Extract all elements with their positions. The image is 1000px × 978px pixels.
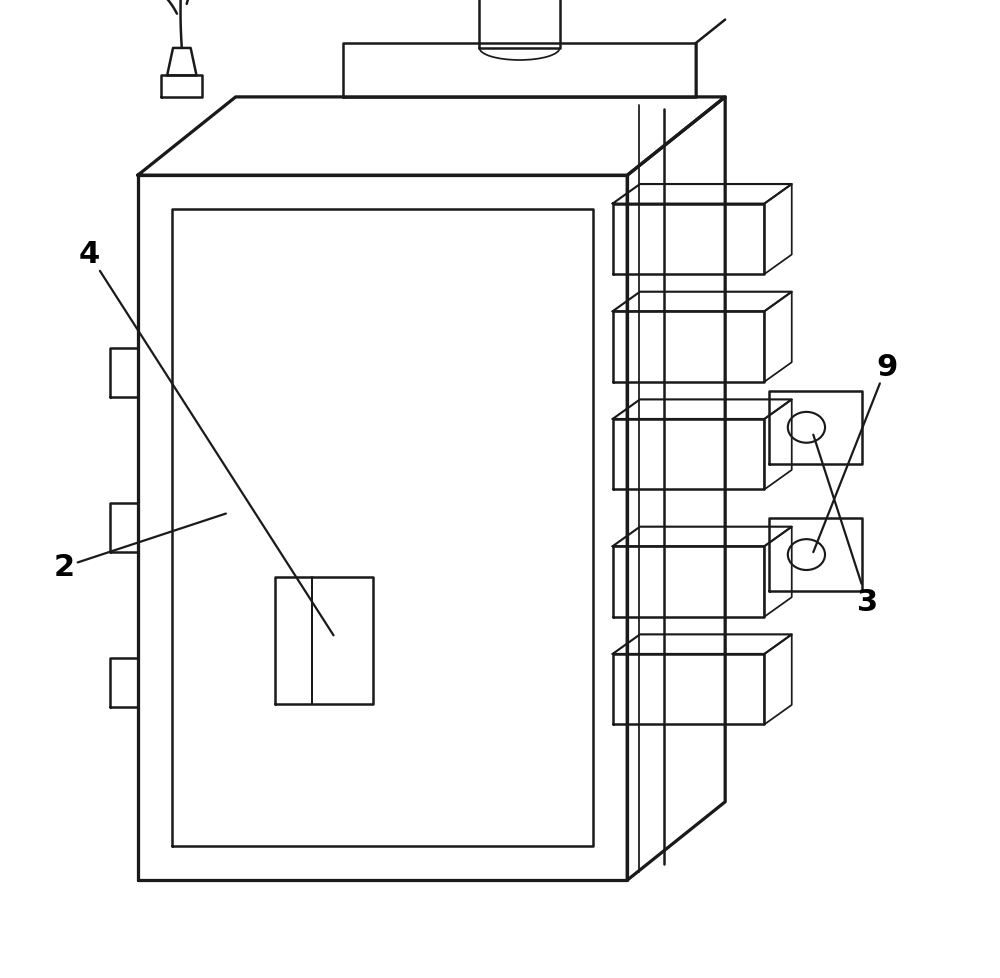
Text: 7: 7 <box>0 977 1 978</box>
Text: 4: 4 <box>78 240 334 636</box>
Text: 2: 2 <box>54 514 226 582</box>
Text: 9: 9 <box>813 352 897 553</box>
Text: 1: 1 <box>0 977 1 978</box>
Text: 3: 3 <box>813 435 878 616</box>
